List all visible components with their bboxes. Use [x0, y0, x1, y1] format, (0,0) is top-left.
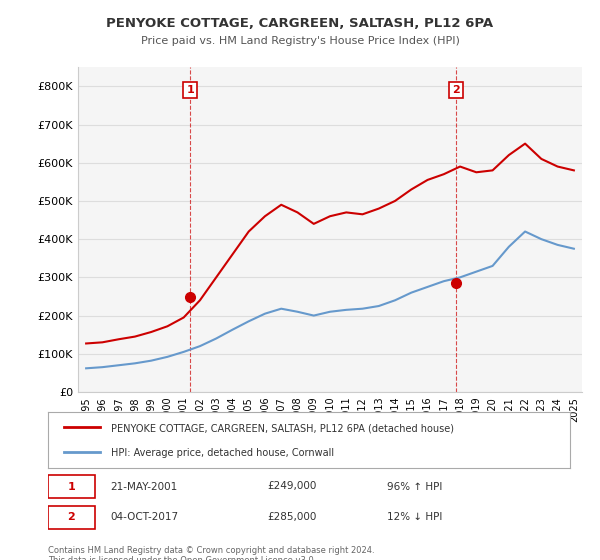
- Text: Contains HM Land Registry data © Crown copyright and database right 2024.
This d: Contains HM Land Registry data © Crown c…: [48, 546, 374, 560]
- Text: Price paid vs. HM Land Registry's House Price Index (HPI): Price paid vs. HM Land Registry's House …: [140, 36, 460, 46]
- Text: 96% ↑ HPI: 96% ↑ HPI: [388, 482, 443, 492]
- Text: 04-OCT-2017: 04-OCT-2017: [110, 512, 179, 522]
- Text: 2: 2: [452, 85, 460, 95]
- Text: PENYOKE COTTAGE, CARGREEN, SALTASH, PL12 6PA (detached house): PENYOKE COTTAGE, CARGREEN, SALTASH, PL12…: [110, 423, 454, 433]
- Text: £285,000: £285,000: [267, 512, 317, 522]
- Text: HPI: Average price, detached house, Cornwall: HPI: Average price, detached house, Corn…: [110, 448, 334, 458]
- FancyBboxPatch shape: [48, 506, 95, 529]
- Text: 2: 2: [68, 512, 76, 522]
- FancyBboxPatch shape: [48, 475, 95, 498]
- Text: 1: 1: [68, 482, 76, 492]
- Text: 12% ↓ HPI: 12% ↓ HPI: [388, 512, 443, 522]
- Text: PENYOKE COTTAGE, CARGREEN, SALTASH, PL12 6PA: PENYOKE COTTAGE, CARGREEN, SALTASH, PL12…: [106, 17, 494, 30]
- Text: £249,000: £249,000: [267, 482, 317, 492]
- Text: 1: 1: [187, 85, 194, 95]
- Text: 21-MAY-2001: 21-MAY-2001: [110, 482, 178, 492]
